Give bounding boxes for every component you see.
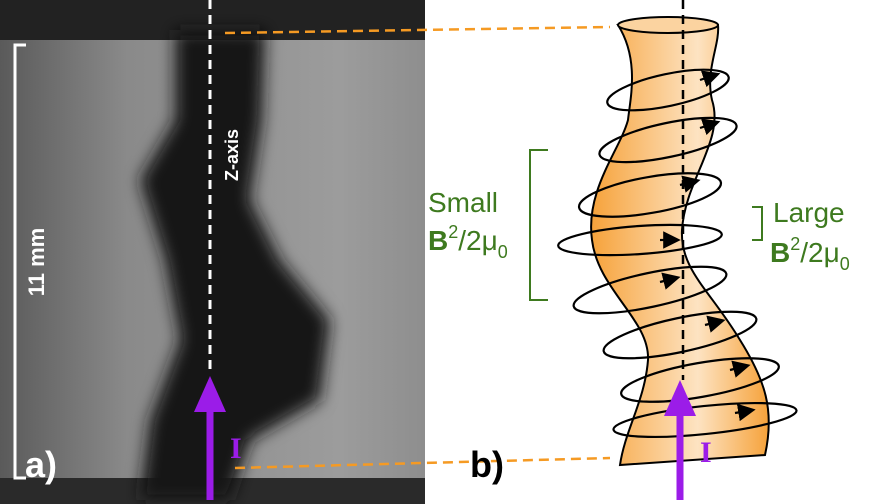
panel-a: 11 mm Z-axis I a) <box>0 0 425 504</box>
current-label: I <box>230 432 242 465</box>
small-formula: B2/2μ0 <box>428 222 508 262</box>
panel-label: b) <box>470 444 504 485</box>
scale-label: 11 mm <box>24 228 49 297</box>
panel-label: a) <box>25 444 57 485</box>
small-word: Small <box>428 187 498 218</box>
large-formula: B2/2μ0 <box>770 234 850 274</box>
panel-b: Small B2/2μ0 Large B2/2μ0 I b) <box>428 0 850 500</box>
large-word: Large <box>773 197 845 228</box>
small-bracket <box>530 150 548 300</box>
large-bracket <box>752 207 762 240</box>
current-label: I <box>700 436 712 469</box>
figure: 11 mm Z-axis I a) Small B2/2μ0 Large B2/… <box>0 0 870 504</box>
tube-top <box>618 17 718 33</box>
axis-label: Z-axis <box>222 129 242 181</box>
